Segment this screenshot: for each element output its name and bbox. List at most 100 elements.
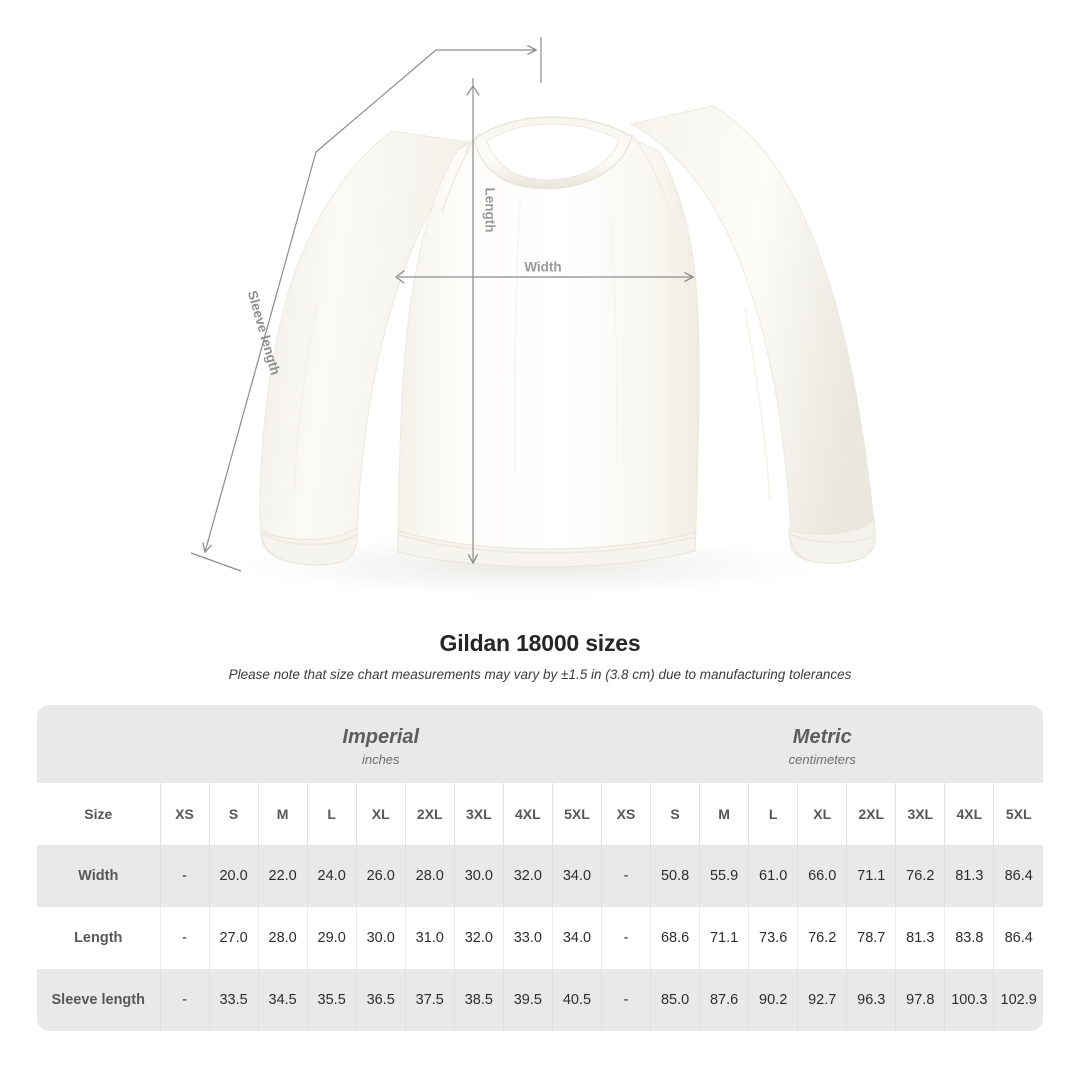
- cell-width-imperial-4xl: 32.0: [502, 845, 553, 907]
- row-label-length: Length: [37, 907, 160, 969]
- cell-length-imperial-s: 27.0: [208, 907, 259, 969]
- width-label: Width: [524, 260, 561, 275]
- cell-sleeve-imperial-xs: -: [159, 969, 210, 1031]
- header-imperial-l: L: [306, 783, 357, 845]
- cell-width-imperial-m: 22.0: [257, 845, 308, 907]
- imperial-unit-name: Imperial: [342, 726, 420, 748]
- ribbing-seam: [398, 534, 696, 554]
- cell-width-imperial-s: 20.0: [208, 845, 259, 907]
- sleeve-length-label: Sleeve length: [245, 289, 283, 377]
- cell-length-metric-4xl: 83.8: [944, 907, 994, 969]
- header-imperial-xl: XL: [355, 783, 406, 845]
- cell-width-metric-m: 55.9: [699, 845, 749, 907]
- row-label-sleeve-length: Sleeve length: [37, 969, 160, 1031]
- sleeve-length-end-tick: [190, 552, 242, 572]
- cell-width-metric-l: 61.0: [748, 845, 798, 907]
- size-table: Imperial inches Metric centimeters Size …: [37, 705, 1044, 1031]
- cell-length-metric-xs: -: [600, 907, 651, 969]
- cell-width-metric-4xl: 81.3: [944, 845, 994, 907]
- cell-length-metric-xl: 76.2: [797, 907, 847, 969]
- left-shoulder-seam: [441, 140, 475, 213]
- row-label-width: Width: [37, 845, 160, 907]
- cell-width-metric-xs: -: [600, 845, 651, 907]
- cell-sleeve-imperial-4xl: 39.5: [502, 969, 553, 1031]
- cell-width-imperial-5xl: 34.0: [551, 845, 602, 907]
- cell-length-imperial-l: 29.0: [306, 907, 357, 969]
- metric-unit-name: Metric: [792, 726, 852, 748]
- cell-sleeve-imperial-5xl: 40.5: [551, 969, 602, 1031]
- title-block: Gildan 18000 sizes Please note that size…: [0, 628, 1080, 683]
- cell-length-imperial-xl: 30.0: [355, 907, 406, 969]
- cell-sleeve-metric-s: 85.0: [650, 969, 700, 1031]
- header-metric-xs: XS: [600, 783, 651, 845]
- fabric-fold: [513, 199, 521, 471]
- size-table-container: Imperial inches Metric centimeters Size …: [37, 705, 1044, 1031]
- cell-length-imperial-xs: -: [159, 907, 210, 969]
- header-metric-xl: XL: [797, 783, 847, 845]
- header-metric-2xl: 2XL: [846, 783, 896, 845]
- imperial-unit-sub: inches: [361, 752, 400, 767]
- header-imperial-4xl: 4XL: [502, 783, 553, 845]
- collar-left-tip: [465, 132, 482, 154]
- imperial-unit-cell: Imperial inches: [160, 705, 602, 783]
- cell-length-imperial-m: 28.0: [257, 907, 308, 969]
- table-row: Sleeve length - 33.5 34.5 35.5 36.5 37.5…: [37, 969, 1044, 1031]
- cell-sleeve-imperial-s: 33.5: [208, 969, 259, 1031]
- header-size-label: Size: [37, 783, 160, 845]
- left-cuff: [260, 527, 358, 566]
- length-up-arrowhead: [466, 85, 480, 96]
- header-metric-4xl: 4XL: [944, 783, 994, 845]
- cell-width-imperial-3xl: 30.0: [453, 845, 504, 907]
- header-metric-l: L: [748, 783, 798, 845]
- cell-length-imperial-2xl: 31.0: [404, 907, 455, 969]
- collar-inner: [486, 123, 620, 181]
- cell-length-imperial-4xl: 33.0: [502, 907, 553, 969]
- header-imperial-5xl: 5XL: [551, 783, 602, 845]
- cell-sleeve-imperial-xl: 36.5: [355, 969, 406, 1031]
- metric-unit-sub: centimeters: [788, 752, 856, 767]
- right-cuff-seam: [788, 532, 877, 544]
- header-metric-3xl: 3XL: [895, 783, 945, 845]
- unit-blank-cell: [37, 705, 160, 783]
- fabric-fold: [609, 209, 618, 471]
- cell-sleeve-imperial-2xl: 37.5: [404, 969, 455, 1031]
- cell-sleeve-imperial-3xl: 38.5: [453, 969, 504, 1031]
- left-cuff-seam: [261, 533, 358, 546]
- cell-sleeve-metric-5xl: 102.9: [993, 969, 1044, 1031]
- sleeve-length-line: [202, 49, 437, 553]
- cell-sleeve-metric-xl: 92.7: [797, 969, 847, 1031]
- page-title: Gildan 18000 sizes: [439, 630, 641, 656]
- cell-length-imperial-5xl: 34.0: [551, 907, 602, 969]
- cell-sleeve-metric-xs: -: [600, 969, 651, 1031]
- header-imperial-3xl: 3XL: [453, 783, 504, 845]
- width-left-arrowhead: [395, 270, 405, 284]
- cell-sleeve-imperial-m: 34.5: [257, 969, 308, 1031]
- cell-sleeve-metric-3xl: 97.8: [895, 969, 945, 1031]
- cell-length-metric-m: 71.1: [699, 907, 749, 969]
- header-metric-m: M: [699, 783, 749, 845]
- cell-length-metric-2xl: 78.7: [846, 907, 896, 969]
- cell-length-metric-s: 68.6: [650, 907, 700, 969]
- length-label: Length: [482, 188, 497, 233]
- cell-sleeve-imperial-l: 35.5: [306, 969, 357, 1031]
- cell-width-imperial-xs: -: [159, 845, 210, 907]
- header-imperial-m: M: [257, 783, 308, 845]
- cell-width-metric-5xl: 86.4: [993, 845, 1044, 907]
- right-cuff: [788, 519, 876, 564]
- cell-width-metric-2xl: 71.1: [846, 845, 896, 907]
- header-imperial-xs: XS: [159, 783, 210, 845]
- tolerance-note: Please note that size chart measurements…: [228, 667, 852, 682]
- cell-sleeve-metric-4xl: 100.3: [944, 969, 994, 1031]
- cell-length-imperial-3xl: 32.0: [453, 907, 504, 969]
- header-imperial-2xl: 2XL: [404, 783, 455, 845]
- cell-sleeve-metric-l: 90.2: [748, 969, 798, 1031]
- cell-length-metric-5xl: 86.4: [993, 907, 1044, 969]
- cell-width-imperial-2xl: 28.0: [404, 845, 455, 907]
- header-metric-5xl: 5XL: [993, 783, 1044, 845]
- cell-length-metric-l: 73.6: [748, 907, 798, 969]
- right-shoulder-seam: [630, 133, 669, 207]
- table-row: Length - 27.0 28.0 29.0 30.0 31.0 32.0 3…: [37, 907, 1044, 969]
- cell-sleeve-metric-2xl: 96.3: [846, 969, 896, 1031]
- header-metric-s: S: [650, 783, 700, 845]
